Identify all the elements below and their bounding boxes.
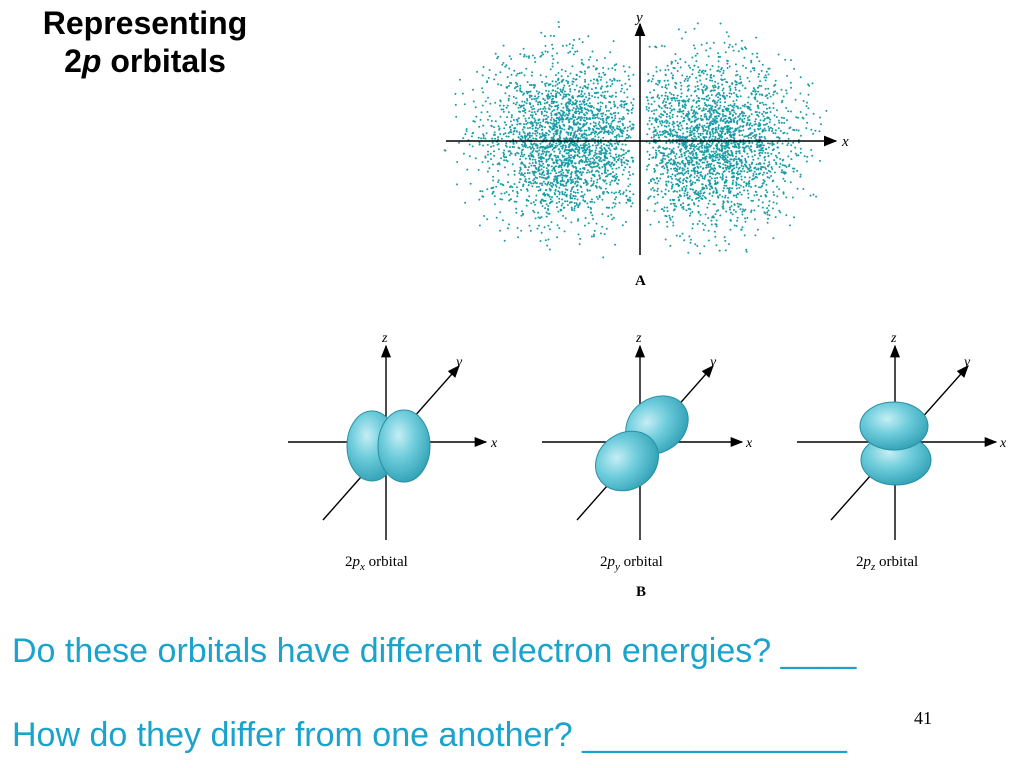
svg-text:z: z xyxy=(381,331,388,346)
orbital-2py: x z y 2py orbital xyxy=(542,331,753,573)
orbital-label-2py: 2py orbital xyxy=(600,554,663,573)
slide-title: Representing 2p orbitals xyxy=(0,4,290,80)
orbital-2px: x z y 2px orbital xyxy=(288,331,498,573)
svg-text:y: y xyxy=(962,355,971,370)
lobe-2px-right xyxy=(377,409,431,483)
question-differ: How do they differ from one another? ___… xyxy=(12,716,847,754)
svg-text:x: x xyxy=(745,436,753,451)
svg-text:x: x xyxy=(490,436,498,451)
svg-text:z: z xyxy=(890,331,897,346)
svg-text:y: y xyxy=(708,355,717,370)
density-dots xyxy=(443,21,828,259)
title-line-2: 2p orbitals xyxy=(64,43,226,79)
y-axis-label-a: y xyxy=(634,10,643,26)
orbital-2pz: x z y 2pz orbital xyxy=(797,331,1007,573)
lobe-2pz-top xyxy=(859,401,929,451)
lobe-2py-front xyxy=(595,430,659,492)
svg-text:y: y xyxy=(454,355,463,370)
panel-label-a: A xyxy=(635,273,646,289)
page-number: 41 xyxy=(914,708,932,728)
orbital-label-2px: 2px orbital xyxy=(345,554,408,573)
density-map: x y A xyxy=(443,10,849,289)
orbital-label-2pz: 2pz orbital xyxy=(856,554,918,573)
x-axis-label-a: x xyxy=(841,134,849,150)
orbital-figure-panel xyxy=(283,0,1024,606)
svg-text:z: z xyxy=(635,331,642,346)
question-energies: Do these orbitals have different electro… xyxy=(12,632,857,670)
svg-text:x: x xyxy=(999,436,1007,451)
panel-label-b: B xyxy=(636,584,646,600)
title-line-1: Representing xyxy=(42,5,248,41)
